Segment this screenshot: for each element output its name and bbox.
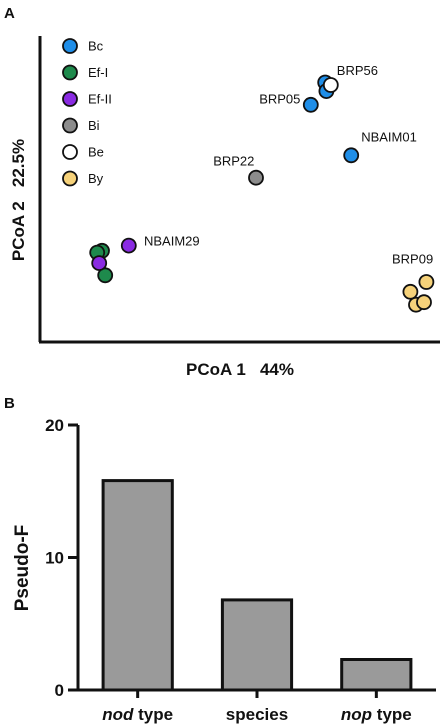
category-label-italic-nop-type: nop <box>341 705 372 724</box>
legend-label-bi: Bi <box>88 118 100 133</box>
legend-label-ef-i: Ef-I <box>88 65 108 80</box>
panel-letter-b: B <box>4 395 15 412</box>
category-label-italic-nod-type: nod <box>102 705 134 724</box>
pseudo-f-category-labels: nod type species nop type <box>102 690 412 724</box>
point-by-12 <box>402 283 419 300</box>
point-label-brp09: BRP09 <box>392 252 433 267</box>
pseudo-f-ticks: 0 10 20 <box>45 416 78 700</box>
legend-marker-by <box>62 170 78 187</box>
category-label-text-species: species <box>226 705 288 724</box>
point-bi-10 <box>248 169 264 186</box>
category-label-nod-type: nod type <box>102 705 173 724</box>
pcoa-legend: Bc Ef-I Ef-II Bi Be By <box>62 38 112 187</box>
legend-label-ef-ii: Ef-II <box>88 92 112 107</box>
y-tick-label-0: 0 <box>55 681 64 700</box>
legend-label-be: Be <box>88 145 104 160</box>
legend-marker-bi <box>62 117 78 134</box>
category-label-text-nod-type: type <box>133 705 173 724</box>
legend-marker-ef-ii <box>62 91 78 107</box>
pcoa-y-axis-label: PCoA 2 22.5% <box>9 139 28 261</box>
legend-marker-bc <box>62 38 78 54</box>
point-ef-i-7 <box>97 267 114 284</box>
legend-marker-ef-i <box>62 64 78 81</box>
legend-label-by: By <box>88 171 104 186</box>
pcoa-scatter-chart: PCoA 1 44% PCoA 2 22.5% BcEf-IEf-IIBiBeB… <box>9 36 440 379</box>
category-label-nop-type: nop type <box>341 705 412 724</box>
bar-nod-type <box>101 479 174 692</box>
pseudo-f-bars <box>101 479 413 692</box>
pseudo-f-y-axis-label: Pseudo-F <box>12 525 33 612</box>
point-label-nbaim29: NBAIM29 <box>144 234 200 249</box>
pcoa-x-axis-label: PCoA 1 44% <box>186 360 294 379</box>
pcoa-point-labels: BRP56 BRP05 NBAIM01 BRP22 NBAIM29 BRP09 <box>144 63 433 267</box>
point-ef-ii-8 <box>91 255 108 272</box>
y-tick-label-20: 20 <box>45 416 64 435</box>
category-label-species: species <box>226 705 288 724</box>
bar-species <box>220 598 294 692</box>
point-bc-2 <box>302 96 319 113</box>
point-by-11 <box>418 274 435 290</box>
point-label-nbaim01: NBAIM01 <box>361 130 417 145</box>
point-ef-ii-9 <box>120 237 137 254</box>
point-label-brp56: BRP56 <box>337 63 378 78</box>
point-bc-3 <box>343 147 360 164</box>
point-by-14 <box>416 294 432 311</box>
category-label-text-nop-type: type <box>372 705 412 724</box>
y-tick-label-10: 10 <box>45 549 64 568</box>
legend-label-bc: Bc <box>88 39 104 54</box>
pcoa-points <box>89 74 435 313</box>
bar-nop-type <box>340 658 413 692</box>
legend-marker-be <box>62 144 78 160</box>
point-label-brp05: BRP05 <box>259 91 300 106</box>
point-be-4 <box>322 77 339 93</box>
pseudo-f-bar-chart: Pseudo-F 0 10 20 nod type species nop type <box>12 416 436 724</box>
panel-letter-a: A <box>4 5 15 22</box>
point-label-brp22: BRP22 <box>213 154 254 169</box>
